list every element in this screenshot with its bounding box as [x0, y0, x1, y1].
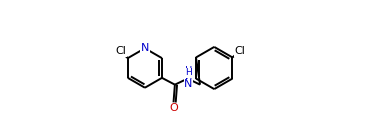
Text: Cl: Cl	[115, 46, 126, 56]
Text: H: H	[185, 68, 192, 77]
Text: O: O	[169, 103, 178, 113]
Text: N: N	[184, 79, 193, 89]
Text: Cl: Cl	[235, 46, 245, 56]
Text: H
N: H N	[185, 66, 192, 88]
Text: N: N	[141, 43, 149, 53]
